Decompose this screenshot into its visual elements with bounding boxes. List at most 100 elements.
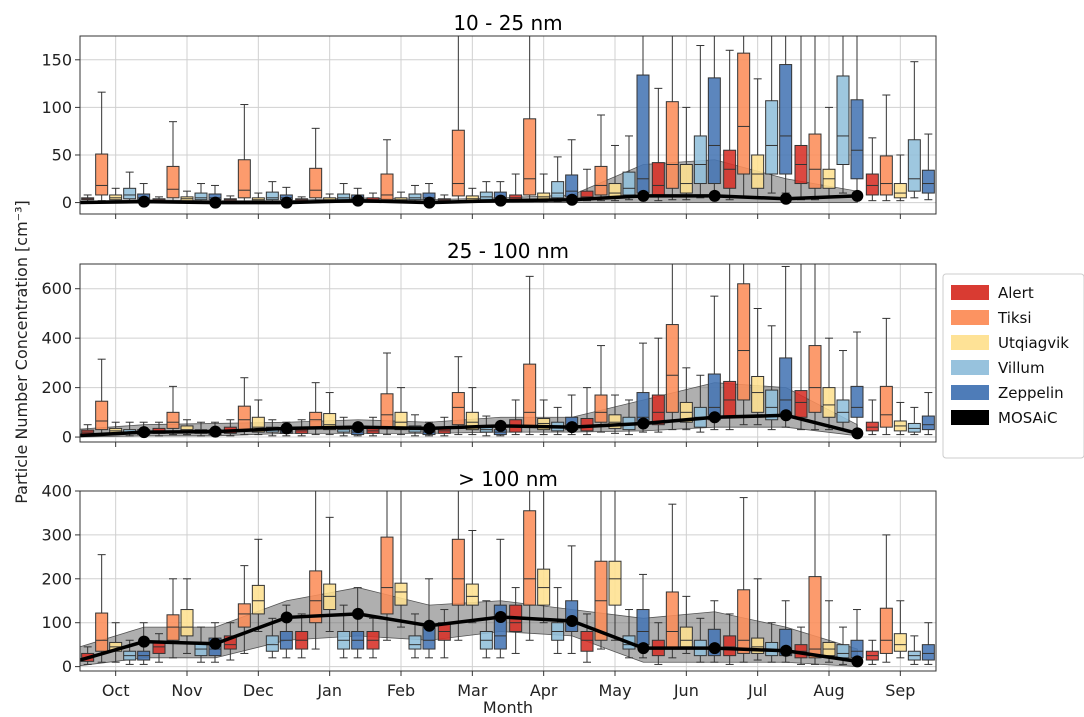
mosaic-point-sep [851,655,864,668]
box-zeppelin-aug [850,36,864,199]
box-tiksi-jan [309,127,323,203]
mosaic-point-mar [423,619,436,632]
box-villum-feb [408,184,422,203]
box-iqr [380,173,394,201]
box-iqr [565,174,579,198]
box-utqiagvik-sep [893,600,907,659]
box-utqiagvik-dec [251,538,265,632]
box-iqr [723,380,737,418]
x-tick-label: Jun [673,681,699,700]
box-villum-aug [836,350,850,431]
legend-item-tiksi: Tiksi [951,309,1032,327]
box-utqiagvik-nov [180,578,194,654]
mosaic-point-may [566,614,578,627]
box-iqr [523,118,537,196]
box-alert-jul [723,613,737,665]
panel-1: 10 - 25 nm 0 50 100 150 [41,11,937,219]
y-tick-label: 0 [62,428,72,447]
box-utqiagvik-sep [893,401,907,436]
mosaic-median-line [80,612,858,664]
box-iqr [737,589,751,654]
box-utqiagvik-apr [537,173,551,203]
box-utqiagvik-feb [394,387,408,436]
mosaic-point-jul [708,642,721,655]
legend-swatch [951,360,989,375]
y-tick-label: 100 [41,98,72,117]
box-zeppelin-apr [565,139,579,202]
box-iqr [380,536,394,615]
box-iqr [665,324,679,413]
box-iqr [95,153,109,196]
box-zeppelin-aug [850,609,864,663]
mosaic-point-nov [138,195,150,208]
box-iqr [123,187,137,200]
box-tiksi-apr [523,36,537,203]
box-tiksi-jul [737,497,751,663]
box-iqr [808,345,822,413]
box-tiksi-jun [665,264,679,431]
box-alert-may [580,613,594,663]
box-iqr [836,644,850,659]
mosaic-point-apr [494,611,507,623]
x-tick-label: Oct [102,681,130,700]
box-iqr [808,576,822,659]
box-iqr [765,100,779,175]
mosaic-point-jun [637,642,650,655]
mosaic-point-aug [780,409,792,422]
y-axis-label: Particle Number Concentration [cm⁻³] [12,200,31,504]
box-utqiagvik-oct [109,187,123,203]
x-tick-label: Aug [813,681,844,700]
legend-swatch [951,335,989,350]
box-alert-aug [794,36,808,201]
box-iqr [180,609,194,637]
box-iqr [921,644,935,661]
box-iqr [309,167,323,199]
box-tiksi-nov [166,578,180,659]
box-iqr [893,633,907,652]
mosaic-point-jan [280,196,293,209]
mosaic-median-line [80,194,858,205]
y-tick-label: 100 [41,613,72,632]
box-tiksi-dec [237,565,251,654]
box-iqr [921,169,935,194]
plot-area [80,36,935,209]
box-tiksi-may [594,491,608,650]
mosaic-point-apr [494,419,507,432]
box-utqiagvik-jul [751,78,765,199]
mosaic-point-may [566,193,578,206]
box-tiksi-oct [95,91,109,202]
y-tick-label: 0 [62,657,72,676]
box-tiksi-jul [737,264,751,426]
box-utqiagvik-may [608,491,622,641]
box-alert-apr [509,587,523,654]
box-tiksi-feb [380,352,394,436]
box-iqr [737,283,751,401]
box-tiksi-nov [166,385,180,436]
box-zeppelin-sep [921,133,935,201]
box-iqr [907,422,921,433]
box-iqr [723,635,737,657]
box-iqr [251,584,265,615]
mosaic-point-dec [209,637,222,650]
box-iqr [779,64,793,175]
box-iqr [751,375,765,413]
panel-title: > 100 nm [458,467,558,491]
panel-2: 25 - 100 nm 0 200 400 600 [41,239,937,447]
legend-label: Villum [998,359,1045,377]
box-iqr [879,155,893,196]
box-zeppelin-jun [707,295,721,431]
box-utqiagvik-feb [394,491,408,628]
y-tick-label: 0 [62,193,72,212]
box-utqiagvik-jan [323,392,337,436]
box-iqr [337,193,351,201]
box-alert-dec [223,419,237,437]
box-iqr [794,390,808,418]
box-alert-apr [509,173,523,203]
box-iqr [737,52,751,175]
box-zeppelin-may [636,36,650,200]
box-iqr [394,582,408,606]
box-tiksi-apr [523,491,537,641]
box-iqr [808,133,822,189]
box-villum-aug [836,626,850,665]
